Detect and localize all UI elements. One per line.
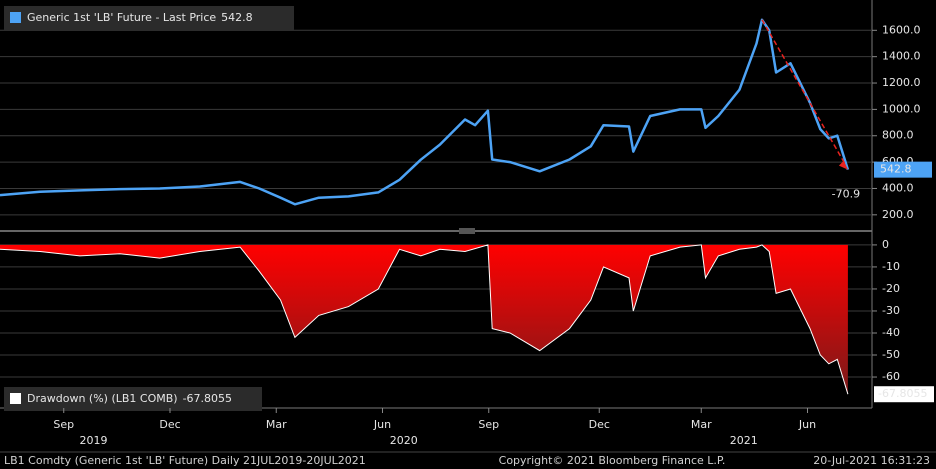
footer-left: LB1 Comdty (Generic 1st 'LB' Future) Dai… <box>4 454 366 467</box>
y-tick-label: -20 <box>882 282 900 295</box>
x-year-label: 2019 <box>80 434 108 447</box>
annotation: -70.9 <box>832 188 860 201</box>
legend-name: Generic 1st 'LB' Future - Last Price <box>27 11 216 24</box>
last-value-label: 542.8 <box>880 163 912 176</box>
x-tick-label: Mar <box>266 418 287 431</box>
y-tick-label: -10 <box>882 260 900 273</box>
legend-box <box>4 387 262 411</box>
y-tick-label: 1200.0 <box>882 76 921 89</box>
legend-label: Drawdown (%) (LB1 COMB) -67.8055 <box>27 392 232 405</box>
y-tick-label: -30 <box>882 304 900 317</box>
legend-last-value: 542.8 <box>221 11 253 24</box>
arrow-head <box>838 160 848 170</box>
plot-layer: 200.0400.0600.0800.01000.01200.01400.016… <box>0 6 934 447</box>
drawdown-arrow <box>761 19 846 165</box>
x-tick-label: Jun <box>798 418 816 431</box>
x-tick-label: Jun <box>373 418 391 431</box>
x-tick-label: Dec <box>589 418 610 431</box>
legend-name: Drawdown (%) (LB1 COMB) <box>27 392 178 405</box>
drawdown-area <box>0 244 848 395</box>
divider-handle <box>459 228 475 234</box>
x-tick-label: Sep <box>53 418 74 431</box>
footer-center: Copyright© 2021 Bloomberg Finance L.P. <box>499 454 726 467</box>
footer-right: 20-Jul-2021 16:31:23 <box>813 454 930 467</box>
x-year-label: 2021 <box>730 434 758 447</box>
y-tick-label: 0 <box>882 238 889 251</box>
x-tick-label: Mar <box>691 418 712 431</box>
last-value-label: -67.8055 <box>878 387 927 400</box>
y-tick-label: -50 <box>882 348 900 361</box>
legend-last-value: -67.8055 <box>183 392 232 405</box>
price-line <box>0 18 850 206</box>
last-value-tag <box>874 161 932 178</box>
legend-box <box>4 6 294 30</box>
y-tick-label: 1000.0 <box>882 102 921 115</box>
last-value-tag <box>874 386 934 403</box>
x-tick-label: Dec <box>159 418 180 431</box>
y-tick-label: -40 <box>882 326 900 339</box>
legend-swatch <box>10 12 21 23</box>
x-tick-label: Sep <box>478 418 499 431</box>
y-tick-label: 800.0 <box>882 129 914 142</box>
y-tick-label: 400.0 <box>882 181 914 194</box>
y-tick-label: 1600.0 <box>882 23 921 36</box>
x-year-label: 2020 <box>390 434 418 447</box>
legend-label: Generic 1st 'LB' Future - Last Price 542.… <box>27 11 253 24</box>
drawdown-line <box>0 244 849 395</box>
y-tick-label: -60 <box>882 370 900 383</box>
y-tick-label: 200.0 <box>882 208 914 221</box>
y-tick-label: 1400.0 <box>882 50 921 63</box>
legend-swatch <box>10 393 21 404</box>
